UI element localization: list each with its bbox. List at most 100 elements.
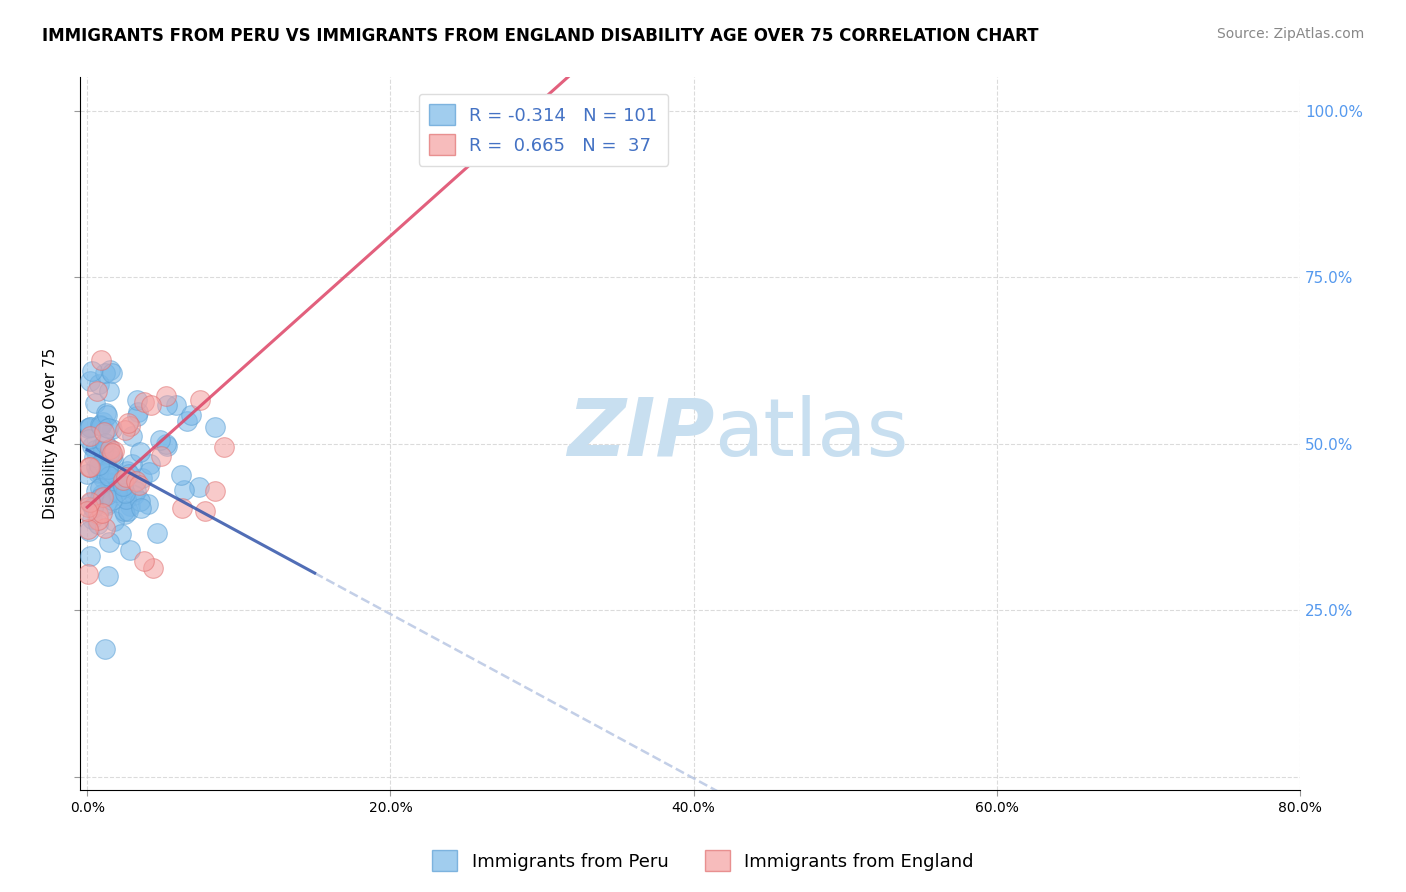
Y-axis label: Disability Age Over 75: Disability Age Over 75 xyxy=(44,348,58,519)
Point xyxy=(139,457,162,471)
Point xyxy=(77,433,100,447)
Point xyxy=(100,363,122,377)
Point xyxy=(90,352,112,367)
Point xyxy=(125,409,148,423)
Point xyxy=(87,516,110,531)
Point xyxy=(118,543,141,558)
Point xyxy=(170,501,193,516)
Point xyxy=(84,483,107,498)
Point xyxy=(97,463,120,477)
Point xyxy=(90,439,112,453)
Point xyxy=(125,484,148,499)
Point xyxy=(103,443,125,458)
Point xyxy=(121,457,143,471)
Point xyxy=(79,460,101,475)
Point xyxy=(94,405,117,419)
Point xyxy=(77,460,100,475)
Point xyxy=(101,445,124,459)
Point xyxy=(188,480,211,494)
Point xyxy=(149,449,172,463)
Point xyxy=(91,443,114,458)
Point xyxy=(101,366,124,380)
Point xyxy=(79,495,101,509)
Point xyxy=(101,453,124,467)
Point xyxy=(114,423,136,437)
Point xyxy=(94,366,117,380)
Point xyxy=(83,443,105,458)
Point xyxy=(98,469,121,483)
Point xyxy=(115,464,138,478)
Point xyxy=(98,476,121,491)
Point xyxy=(204,419,226,434)
Point xyxy=(111,473,134,487)
Point xyxy=(101,449,124,463)
Point xyxy=(86,384,108,398)
Point xyxy=(96,498,118,512)
Point xyxy=(80,364,103,378)
Point xyxy=(90,506,112,520)
Point xyxy=(97,569,120,583)
Point xyxy=(76,467,98,481)
Point xyxy=(79,496,101,510)
Point xyxy=(129,501,152,516)
Point xyxy=(136,497,159,511)
Point xyxy=(89,491,111,505)
Point xyxy=(121,428,143,442)
Point xyxy=(103,514,125,528)
Point xyxy=(114,486,136,500)
Point xyxy=(87,466,110,480)
Point xyxy=(129,445,152,459)
Point xyxy=(91,486,114,500)
Point xyxy=(134,395,156,409)
Point xyxy=(166,399,188,413)
Point xyxy=(114,492,136,507)
Point xyxy=(89,459,111,474)
Point xyxy=(98,442,121,457)
Point xyxy=(127,405,149,419)
Point xyxy=(84,395,107,409)
Point xyxy=(79,429,101,443)
Point xyxy=(112,479,135,493)
Point xyxy=(84,460,107,475)
Point xyxy=(80,439,103,453)
Point xyxy=(114,507,136,521)
Legend: Immigrants from Peru, Immigrants from England: Immigrants from Peru, Immigrants from En… xyxy=(425,843,981,879)
Point xyxy=(112,504,135,518)
Point xyxy=(156,439,179,453)
Point xyxy=(107,473,129,487)
Point xyxy=(86,507,108,521)
Text: ZIP: ZIP xyxy=(567,395,714,473)
Point xyxy=(91,415,114,429)
Point xyxy=(94,641,117,656)
Point xyxy=(156,398,179,412)
Point xyxy=(82,500,104,515)
Point xyxy=(110,527,132,541)
Point xyxy=(145,525,167,540)
Point xyxy=(96,488,118,502)
Point xyxy=(97,447,120,461)
Point xyxy=(89,418,111,433)
Point xyxy=(76,567,98,582)
Point xyxy=(93,425,115,439)
Point xyxy=(101,492,124,507)
Point xyxy=(122,488,145,502)
Text: atlas: atlas xyxy=(714,395,908,473)
Point xyxy=(117,416,139,430)
Point xyxy=(82,500,104,514)
Point xyxy=(120,418,142,433)
Text: IMMIGRANTS FROM PERU VS IMMIGRANTS FROM ENGLAND DISABILITY AGE OVER 75 CORRELATI: IMMIGRANTS FROM PERU VS IMMIGRANTS FROM … xyxy=(42,27,1039,45)
Point xyxy=(87,376,110,391)
Point xyxy=(77,500,100,514)
Point xyxy=(204,484,226,499)
Point xyxy=(97,535,120,549)
Point xyxy=(115,469,138,483)
Point xyxy=(77,421,100,435)
Point xyxy=(96,496,118,510)
Point xyxy=(173,483,195,497)
Point xyxy=(142,560,165,574)
Point xyxy=(155,437,177,451)
Point xyxy=(97,384,120,398)
Point xyxy=(90,419,112,434)
Point xyxy=(86,462,108,476)
Point xyxy=(79,420,101,434)
